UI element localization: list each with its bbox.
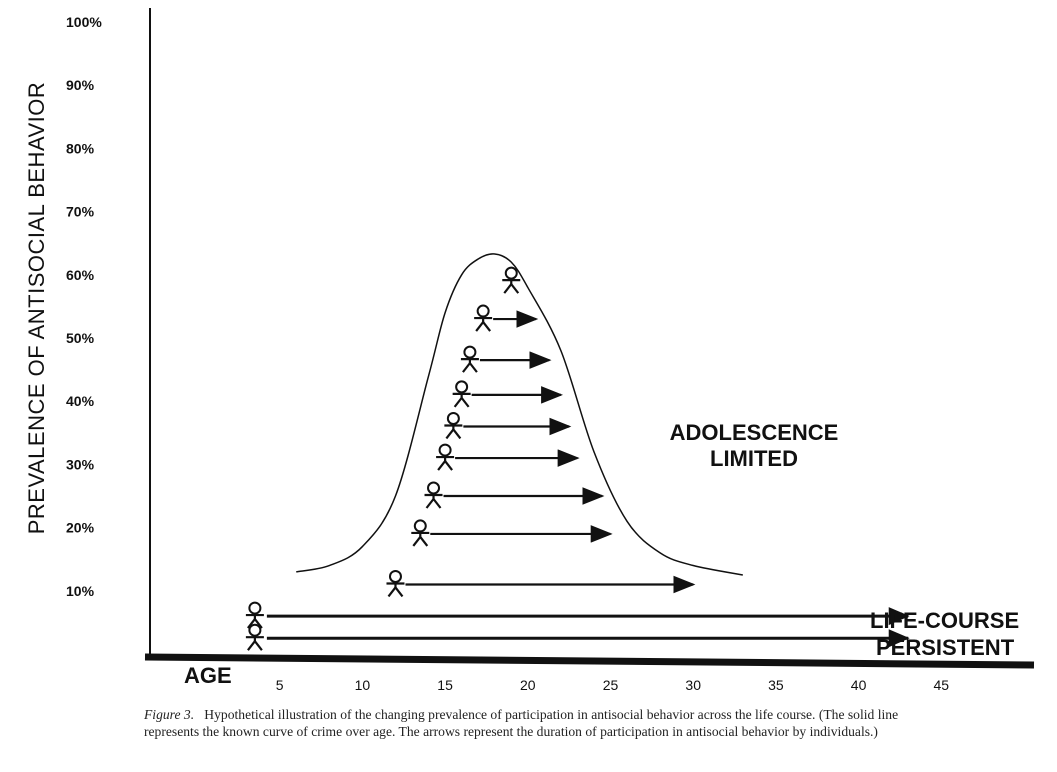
x-tick-label: 40 bbox=[851, 677, 867, 693]
x-tick-label: 30 bbox=[685, 677, 701, 693]
figure-caption: Figure 3. Hypothetical illustration of t… bbox=[144, 706, 934, 740]
al-individual-figure bbox=[386, 569, 405, 598]
y-tick-label: 30% bbox=[66, 456, 95, 472]
y-tick-label: 50% bbox=[66, 330, 95, 346]
x-tick-label: 15 bbox=[437, 677, 453, 693]
al-individual-figure bbox=[502, 266, 521, 294]
x-tick-label: 45 bbox=[934, 677, 950, 693]
x-tick-label: 5 bbox=[276, 677, 284, 693]
crime-age-curve bbox=[296, 253, 743, 576]
adolescence-limited-series bbox=[386, 266, 696, 598]
lcp-individual-figure bbox=[245, 601, 264, 629]
al-individual-figure bbox=[411, 519, 430, 547]
y-tick-label: 100% bbox=[66, 14, 102, 30]
x-tick-label: 25 bbox=[603, 677, 619, 693]
al-individual-figure bbox=[452, 380, 471, 408]
x-tick-label: 20 bbox=[520, 677, 536, 693]
x-axis: 5 10 15 20 25 30 35 40 45 bbox=[144, 653, 1035, 693]
y-tick-label: 20% bbox=[66, 520, 95, 536]
x-tick-label: 10 bbox=[355, 677, 371, 693]
life-course-persistent-label-line2: PERSISTENT bbox=[876, 635, 1015, 660]
adolescence-limited-label-line1: ADOLESCENCE bbox=[670, 420, 839, 445]
x-axis-label: AGE bbox=[184, 663, 232, 688]
figure-label: Figure 3. bbox=[144, 707, 195, 722]
lcp-individual-figure bbox=[245, 623, 264, 651]
al-individual-figure bbox=[424, 481, 443, 509]
life-course-persistent-label-line1: LIFE-COURSE bbox=[870, 608, 1019, 633]
life-course-persistent-series bbox=[245, 601, 910, 651]
adolescence-limited-label-line2: LIMITED bbox=[710, 446, 798, 471]
y-tick-label: 40% bbox=[66, 393, 95, 409]
x-axis-line bbox=[144, 653, 1035, 669]
chart: 100% 90% 80% 70% 60% 50% 40% 30% 20% 10% 5 10 15 20 2… bbox=[24, 8, 1035, 693]
y-axis: 100% 90% 80% 70% 60% 50% 40% 30% 20% 10% bbox=[66, 8, 151, 656]
y-tick-label: 60% bbox=[66, 267, 95, 283]
y-axis-label: PREVALENCE OF ANTISOCIAL BEHAVIOR bbox=[24, 82, 49, 535]
y-tick-label: 90% bbox=[66, 77, 95, 93]
al-individual-figure bbox=[460, 345, 479, 373]
x-tick-label: 35 bbox=[768, 677, 784, 693]
y-tick-label: 70% bbox=[66, 204, 95, 220]
y-tick-label: 80% bbox=[66, 140, 95, 156]
prevalence-curve bbox=[296, 253, 743, 576]
al-individual-figure bbox=[436, 443, 455, 471]
y-tick-label: 10% bbox=[66, 583, 95, 599]
caption-text: Hypothetical illustration of the changin… bbox=[144, 707, 899, 739]
al-individual-figure bbox=[474, 304, 493, 332]
al-individual-figure bbox=[444, 411, 463, 440]
